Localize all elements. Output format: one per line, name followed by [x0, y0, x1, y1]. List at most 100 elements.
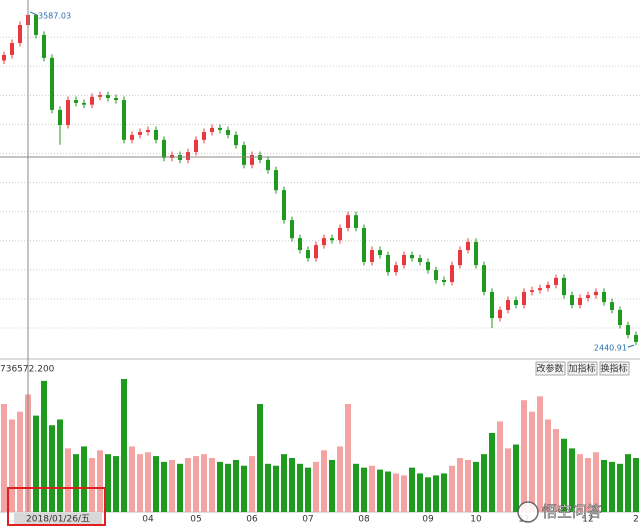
volume-bar	[1, 404, 7, 512]
candle-body	[162, 139, 166, 158]
candle-body	[402, 254, 406, 266]
x-tick-label: 08	[358, 515, 370, 525]
volume-bar	[297, 463, 303, 512]
volume-bar	[529, 411, 535, 512]
candle-body	[586, 295, 590, 299]
volume-bar	[577, 454, 583, 512]
volume-bar	[417, 473, 423, 512]
volume-bar	[289, 458, 295, 512]
candle-body	[450, 265, 454, 283]
candle-body	[170, 154, 174, 158]
volume-bar	[569, 448, 575, 512]
volume-bar	[433, 475, 439, 512]
candle-body	[234, 134, 238, 146]
volume-bar	[393, 473, 399, 512]
candle-body	[298, 238, 302, 251]
button-label[interactable]: 换指标	[600, 363, 627, 375]
candle-body	[98, 95, 102, 97]
candle-body	[58, 109, 62, 126]
volume-bar	[257, 404, 263, 512]
volume-bar	[505, 448, 511, 512]
candle-body	[442, 279, 446, 283]
cursor-date-box	[14, 513, 102, 525]
volume-bar	[89, 458, 95, 512]
candle-body	[74, 100, 78, 103]
volume-bar	[265, 463, 271, 512]
candle-body	[226, 129, 230, 135]
highlight-box	[7, 487, 106, 526]
button[interactable]	[567, 361, 598, 376]
button[interactable]	[535, 361, 566, 376]
candle-body	[626, 325, 630, 335]
volume-bar	[465, 459, 471, 512]
volume-bar	[425, 477, 431, 512]
candle-body	[546, 284, 550, 289]
candle-body	[410, 254, 414, 259]
candle-body	[466, 241, 470, 251]
candle-body	[514, 300, 518, 305]
volume-bar	[353, 463, 359, 512]
candle-body	[538, 288, 542, 291]
candle-body	[50, 57, 54, 110]
button[interactable]	[599, 361, 630, 376]
button-label[interactable]: 加指标	[568, 363, 595, 375]
volume-bar	[513, 444, 519, 512]
x-tick-label: 07	[302, 515, 313, 525]
candle-body	[522, 291, 526, 305]
candle-body	[578, 298, 582, 305]
candle-body	[370, 250, 374, 262]
candle-body	[210, 127, 214, 132]
candle-body	[594, 291, 598, 296]
low-label: 2440.91	[594, 344, 627, 353]
volume-bar	[273, 465, 279, 512]
candle-body	[570, 295, 574, 305]
volume-bar	[97, 450, 103, 512]
cursor-date: 2018/01/26/五	[26, 515, 90, 525]
volume-bar	[617, 463, 623, 512]
high-label: 3587.03	[38, 11, 71, 20]
volume-bar	[121, 378, 127, 512]
button-label[interactable]: 改参数	[536, 363, 563, 375]
candle-body	[2, 54, 6, 61]
candle-body	[426, 261, 430, 271]
candle-body	[154, 129, 158, 140]
volume-bar	[17, 411, 23, 512]
candle-body	[242, 145, 246, 165]
watermark: 悟空问答	[542, 503, 602, 521]
candle-body	[42, 34, 46, 58]
volume-bar	[305, 467, 311, 512]
volume-bar	[73, 454, 79, 512]
candle-body	[66, 100, 70, 126]
high-pointer	[29, 11, 38, 16]
volume-bar	[177, 463, 183, 512]
volume-bar	[473, 461, 479, 512]
candle-body	[90, 96, 94, 105]
candle-body	[18, 25, 22, 44]
candle-body	[274, 170, 278, 191]
watermark-logo	[517, 501, 539, 523]
candle-body	[194, 139, 198, 153]
candle-body	[610, 302, 614, 310]
volume-bar	[281, 454, 287, 512]
candle-body	[266, 159, 270, 171]
candle-body	[490, 291, 494, 319]
volume-bar	[545, 419, 551, 512]
volume-bar	[449, 465, 455, 512]
candle-body	[386, 254, 390, 273]
volume-bar	[217, 461, 223, 512]
volume-bar	[49, 425, 55, 512]
volume-bar	[441, 473, 447, 512]
candle-body	[354, 215, 358, 228]
candle-body	[602, 291, 606, 303]
volume-bar	[105, 454, 111, 512]
volume-bar	[225, 463, 231, 512]
volume-bar	[497, 421, 503, 512]
candle-body	[474, 241, 478, 266]
volume-bar	[345, 404, 351, 512]
volume-bar	[129, 446, 135, 512]
x-tick-label: 04	[142, 515, 154, 525]
low-pointer	[627, 344, 635, 348]
x-tick-label: 10	[470, 515, 482, 525]
volume-bar	[601, 459, 607, 512]
candle-body	[338, 227, 342, 241]
